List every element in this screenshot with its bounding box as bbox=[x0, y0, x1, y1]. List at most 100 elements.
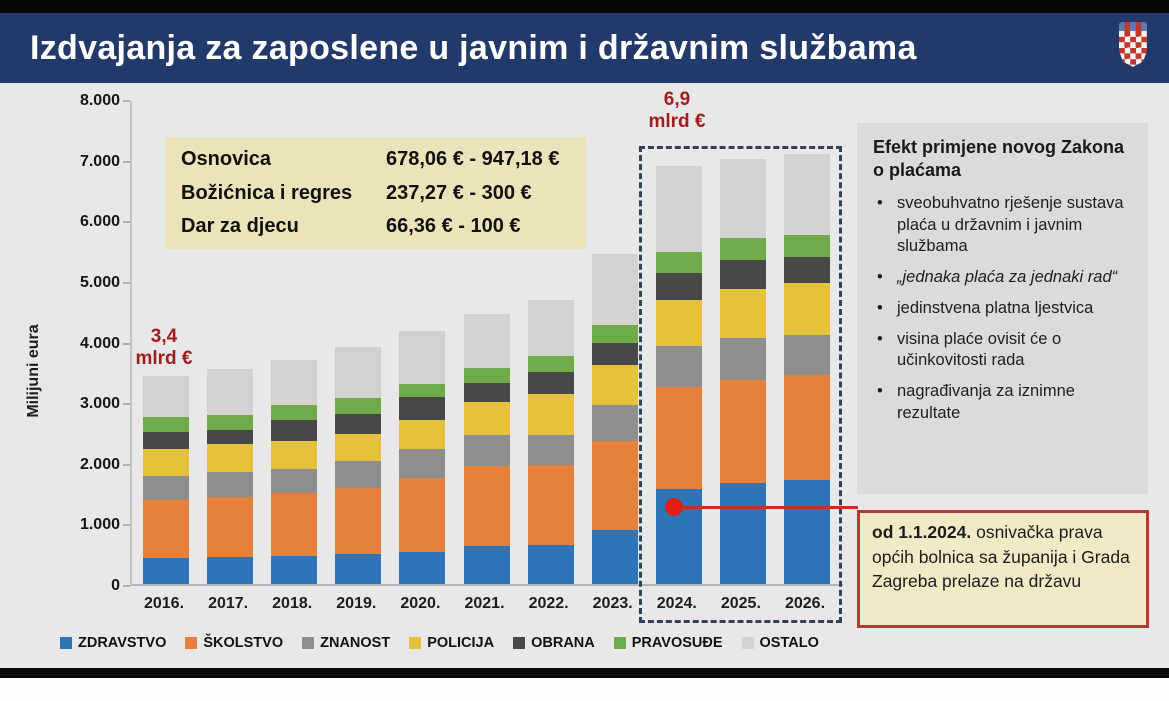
bar-segment-obrana bbox=[463, 383, 510, 402]
bar-segment-školstvo bbox=[335, 488, 382, 554]
bar-segment-znanost bbox=[719, 337, 766, 380]
bar-segment-pravosuđe bbox=[399, 383, 446, 398]
bar-segment-znanost bbox=[335, 460, 382, 489]
bar-segment-ostalo bbox=[399, 330, 446, 384]
highlight-box-2024-2026 bbox=[639, 146, 842, 623]
y-tick-mark bbox=[123, 100, 130, 102]
legend-item-ostalo: OSTALO bbox=[741, 635, 819, 651]
x-tick-label: 2026. bbox=[784, 595, 826, 612]
y-tick-mark bbox=[123, 585, 130, 587]
bar-segment-pravosuđe bbox=[527, 356, 574, 373]
croatia-coat-of-arms-icon bbox=[1119, 22, 1147, 72]
bar-segment-školstvo bbox=[399, 477, 446, 552]
info-value: 237,27 € - 300 € bbox=[386, 181, 532, 204]
page-margin bbox=[0, 678, 1169, 701]
info-label: Dar za djecu bbox=[181, 215, 299, 237]
y-tick-label: 1.000 bbox=[79, 516, 120, 534]
x-tick-label: 2019. bbox=[336, 595, 377, 612]
info-label: Božićnica i regres bbox=[181, 181, 353, 204]
info-value: 66,36 € - 100 € bbox=[386, 215, 521, 237]
y-tick-mark bbox=[123, 342, 130, 345]
bar-segment-školstvo bbox=[207, 496, 254, 558]
y-tick-mark bbox=[123, 463, 130, 466]
bar-2016 bbox=[143, 376, 189, 584]
bar-segment-pravosuđe bbox=[591, 325, 638, 344]
legend-item-zdravstvo: ZDRAVSTVO bbox=[60, 635, 166, 651]
x-tick-label: 2024. bbox=[656, 595, 697, 612]
bar-segment-ostalo bbox=[784, 153, 830, 235]
total-label-2016: 3,4 mlrd € bbox=[122, 326, 206, 370]
y-tick-mark bbox=[123, 524, 130, 527]
y-axis-title: Milijuni eura bbox=[25, 324, 42, 418]
bar-segment-školstvo bbox=[591, 440, 638, 531]
bar-segment-školstvo bbox=[271, 493, 318, 557]
y-tick-label: 4.000 bbox=[79, 334, 120, 352]
bar-segment-policija bbox=[463, 401, 510, 436]
info-row-bozicnica: Božićnica i regres 237,27 € - 300 € bbox=[181, 182, 570, 205]
bar-segment-obrana bbox=[143, 432, 189, 449]
plot-area bbox=[123, 100, 843, 587]
total-label-2024-value: 6,9 bbox=[663, 89, 691, 110]
panel-bullet: sveobuhvatno rješenje sustava plaća u dr… bbox=[873, 193, 1132, 258]
bar-segment-ostalo bbox=[655, 165, 702, 253]
bar-segment-pravosuđe bbox=[719, 238, 766, 261]
callout-line bbox=[674, 506, 858, 509]
bar-segment-znanost bbox=[143, 476, 189, 500]
legend-item-pravosuđe: PRAVOSUĐE bbox=[613, 635, 723, 651]
note-date: od 1.1.2024. bbox=[872, 522, 972, 542]
allowances-info-box: Osnovica 678,06 € - 947,18 € Božićnica i… bbox=[165, 137, 586, 249]
x-axis-labels: 2016. 2017. 2018. 2019. 2020. 2021. 2022. 2023.… bbox=[130, 595, 843, 617]
legend-label: OBRANA bbox=[531, 635, 595, 651]
y-tick-label: 0 bbox=[111, 577, 120, 594]
bar-segment-zdravstvo bbox=[399, 551, 446, 584]
y-tick-label: 7.000 bbox=[79, 152, 120, 170]
bar-segment-ostalo bbox=[463, 313, 510, 368]
legend-swatch bbox=[409, 637, 422, 649]
bar-segment-pravosuđe bbox=[784, 234, 830, 257]
legend-swatch bbox=[185, 637, 198, 649]
panel-bullet: nagrađivanja za iznimne rezultate bbox=[873, 381, 1132, 425]
bar-segment-znanost bbox=[271, 469, 318, 494]
y-tick-mark bbox=[123, 160, 130, 163]
x-tick-label: 2025. bbox=[720, 595, 761, 612]
y-tick-label: 3.000 bbox=[79, 395, 120, 413]
x-tick-label: 2016. bbox=[143, 595, 185, 612]
total-label-2024: 6,9 mlrd € bbox=[635, 89, 719, 133]
bar-segment-školstvo bbox=[784, 374, 830, 480]
legend-swatch bbox=[741, 637, 754, 649]
bar-segment-policija bbox=[143, 448, 189, 477]
total-label-2024-unit: mlrd € bbox=[648, 110, 706, 132]
info-row-osnovica: Osnovica 678,06 € - 947,18 € bbox=[181, 148, 570, 171]
bar-segment-znanost bbox=[591, 405, 638, 441]
y-tick-label: 2.000 bbox=[79, 455, 120, 473]
info-row-dar: Dar za djecu 66,36 € - 100 € bbox=[181, 215, 570, 238]
panel-bullet-text: „jednaka plaća za jednaki rad“ bbox=[897, 268, 1118, 287]
legend-item-policija: POLICIJA bbox=[409, 635, 494, 651]
bar-segment-pravosuđe bbox=[271, 405, 318, 421]
letterbox-top bbox=[0, 0, 1169, 13]
bar-segment-zdravstvo bbox=[271, 556, 318, 584]
bar-segment-znanost bbox=[527, 434, 574, 466]
bar-segment-policija bbox=[527, 393, 574, 435]
bar-2022 bbox=[527, 299, 574, 584]
bar-2026 bbox=[784, 153, 830, 584]
bar-segment-školstvo bbox=[527, 465, 574, 545]
panel-bullet-text: sveobuhvatno rješenje sustava plaća u dr… bbox=[897, 193, 1124, 256]
info-label: Osnovica bbox=[181, 148, 272, 170]
legend-label: ZNANOST bbox=[320, 635, 391, 651]
bar-segment-policija bbox=[207, 443, 254, 472]
bar-segment-obrana bbox=[591, 343, 638, 366]
bar-segment-obrana bbox=[527, 372, 574, 394]
legend-item-školstvo: ŠKOLSTVO bbox=[185, 635, 283, 651]
bar-segment-znanost bbox=[463, 435, 510, 466]
panel-bullet-text: nagrađivanja za iznimne rezultate bbox=[897, 382, 1075, 422]
bar-segment-pravosuđe bbox=[655, 252, 702, 274]
x-tick-label: 2018. bbox=[272, 595, 313, 612]
callout-dot bbox=[665, 498, 683, 516]
bar-segment-policija bbox=[271, 440, 318, 470]
bar-segment-zdravstvo bbox=[143, 557, 189, 584]
x-tick-label: 2021. bbox=[464, 595, 505, 612]
bar-2020 bbox=[399, 330, 446, 584]
bar-2025 bbox=[719, 159, 766, 584]
